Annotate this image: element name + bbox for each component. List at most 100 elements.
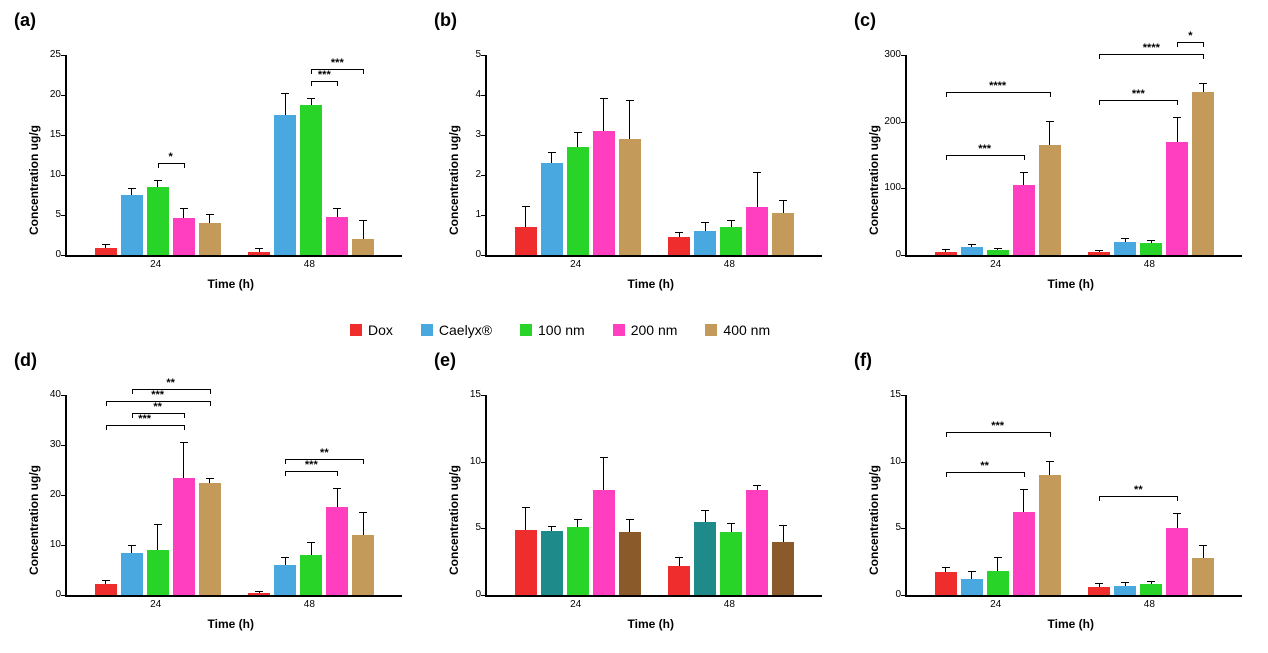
error-bar — [525, 207, 526, 227]
error-cap — [359, 512, 367, 513]
sig-drop — [337, 81, 338, 86]
bar — [173, 478, 195, 596]
ytick-label: 30 — [31, 439, 61, 450]
bar — [1088, 587, 1110, 595]
error-cap — [522, 507, 530, 508]
error-cap — [255, 591, 263, 592]
sig-drop — [1177, 100, 1178, 105]
legend-swatch — [421, 324, 433, 336]
error-bar — [1125, 239, 1126, 242]
ytick-label: 5 — [451, 49, 481, 60]
sig-drop — [106, 401, 107, 406]
ytick-label: 0 — [31, 249, 61, 260]
bar — [772, 542, 794, 595]
bar — [274, 565, 296, 595]
error-bar — [337, 209, 338, 217]
ytick-label: 0 — [451, 249, 481, 260]
bar — [668, 566, 690, 595]
error-cap — [548, 526, 556, 527]
xtick-label: 24 — [990, 259, 1001, 270]
error-cap — [626, 519, 634, 520]
ytick — [481, 135, 485, 136]
error-cap — [727, 523, 735, 524]
ytick — [61, 545, 65, 546]
error-bar — [259, 592, 260, 593]
xtick-label: 24 — [150, 599, 161, 610]
error-bar — [337, 489, 338, 507]
sig-drop — [946, 92, 947, 97]
error-bar — [731, 221, 732, 227]
sig-drop — [132, 413, 133, 418]
legend-label: 100 nm — [538, 322, 585, 338]
error-cap — [942, 567, 950, 568]
chart-area: *************** — [65, 395, 402, 597]
error-cap — [779, 525, 787, 526]
error-cap — [1121, 582, 1129, 583]
bar — [1114, 586, 1136, 595]
error-cap — [753, 485, 761, 486]
sig-drop — [210, 389, 211, 394]
sig-bracket — [946, 432, 1050, 433]
bar — [352, 239, 374, 255]
sig-drop — [311, 81, 312, 86]
sig-drop — [311, 69, 312, 74]
error-bar — [259, 249, 260, 251]
error-bar — [105, 245, 106, 248]
error-bar — [157, 181, 158, 187]
error-cap — [522, 206, 530, 207]
ytick — [481, 395, 485, 396]
error-bar — [551, 153, 552, 163]
error-cap — [255, 248, 263, 249]
bar — [987, 250, 1009, 255]
sig-label: *** — [309, 69, 339, 81]
error-cap — [1173, 117, 1181, 118]
xtick-label: 48 — [1144, 599, 1155, 610]
sig-drop — [946, 472, 947, 477]
x-axis-label: Time (h) — [628, 277, 674, 291]
error-bar — [551, 527, 552, 531]
bar — [352, 535, 374, 595]
bar — [274, 115, 296, 255]
chart-area: ******* — [65, 55, 402, 257]
xtick-label: 48 — [304, 599, 315, 610]
bar — [593, 490, 615, 595]
error-cap — [1095, 583, 1103, 584]
bar — [746, 490, 768, 595]
ytick — [61, 255, 65, 256]
error-bar — [131, 546, 132, 553]
sig-label: *** — [970, 143, 1000, 155]
bar — [1192, 558, 1214, 595]
error-bar — [525, 508, 526, 529]
error-cap — [1046, 461, 1054, 462]
error-bar — [1023, 173, 1024, 185]
sig-bracket — [1099, 496, 1177, 497]
xtick-label: 48 — [724, 599, 735, 610]
x-axis-label: Time (h) — [208, 277, 254, 291]
bar — [248, 252, 270, 255]
sig-drop — [158, 163, 159, 168]
error-bar — [209, 479, 210, 483]
sig-bracket — [285, 459, 363, 460]
error-bar — [1125, 583, 1126, 586]
sig-drop — [285, 459, 286, 464]
bar — [121, 553, 143, 596]
y-axis-label: Concentration ug/g — [447, 465, 461, 575]
error-bar — [183, 443, 184, 478]
error-cap — [180, 442, 188, 443]
error-cap — [154, 524, 162, 525]
bar — [173, 218, 195, 255]
bar — [300, 105, 322, 255]
panel-e: (e)051015Concentration ug/gTime (h)2448 — [430, 350, 840, 640]
ytick-label: 15 — [871, 389, 901, 400]
error-bar — [603, 458, 604, 490]
y-axis-label: Concentration ug/g — [27, 125, 41, 235]
sig-bracket — [946, 92, 1050, 93]
ytick — [61, 595, 65, 596]
error-cap — [1147, 240, 1155, 241]
error-cap — [1046, 121, 1054, 122]
legend-swatch — [520, 324, 532, 336]
bar — [1039, 475, 1061, 595]
error-bar — [311, 543, 312, 556]
sig-label: **** — [983, 80, 1013, 92]
bar — [147, 550, 169, 595]
